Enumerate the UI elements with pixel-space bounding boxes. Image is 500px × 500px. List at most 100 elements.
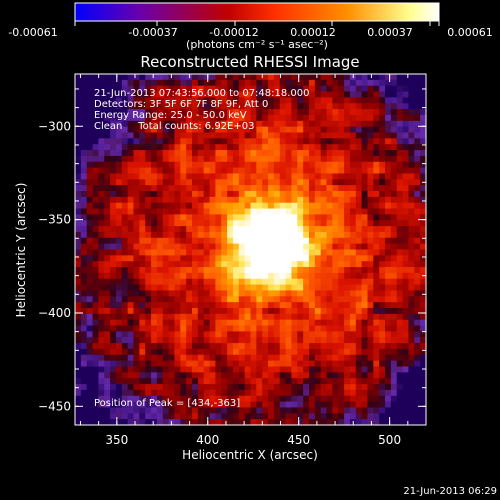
heatmap-cell — [326, 97, 333, 104]
heatmap-cell — [139, 302, 146, 309]
heatmap-cell — [221, 103, 228, 110]
heatmap-cell — [303, 191, 310, 198]
heatmap-cell — [110, 126, 117, 133]
heatmap-cell — [145, 103, 152, 110]
heatmap-cell — [344, 237, 351, 245]
heatmap-cell — [344, 132, 351, 139]
heatmap-cell — [75, 267, 82, 274]
heatmap-cell — [104, 220, 111, 227]
heatmap-cell — [361, 97, 368, 104]
heatmap-cell — [379, 97, 386, 104]
heatmap-cell — [338, 331, 345, 338]
heatmap-cell — [338, 378, 345, 385]
heatmap-cell — [349, 226, 357, 233]
heatmap-cell — [80, 389, 88, 397]
heatmap-cell — [349, 220, 357, 227]
heatmap-cell — [92, 319, 99, 326]
heatmap-cell — [209, 114, 216, 122]
heatmap-cell — [162, 91, 169, 98]
heatmap-cell — [162, 167, 169, 174]
heatmap-cell — [110, 372, 117, 379]
heatmap-cell — [379, 395, 386, 402]
heatmap-cell — [86, 150, 93, 157]
heatmap-cell — [162, 202, 169, 209]
heatmap-cell — [92, 343, 99, 350]
heatmap-cell — [320, 202, 327, 209]
heatmap-cell — [80, 114, 88, 122]
heatmap-cell — [80, 290, 88, 297]
heatmap-cell — [414, 226, 421, 233]
heatmap-cell — [250, 132, 257, 139]
heatmap-cell — [332, 290, 339, 297]
heatmap-cell — [186, 360, 193, 367]
heatmap-cell — [390, 413, 398, 420]
heatmap-cell — [390, 313, 398, 321]
heatmap-cell — [250, 354, 257, 362]
heatmap-cell — [320, 384, 327, 391]
heatmap-cell — [238, 114, 246, 122]
heatmap-cell — [139, 272, 146, 280]
heatmap-cell — [268, 226, 275, 233]
heatmap-cell — [215, 337, 222, 344]
heatmap-cell — [133, 91, 140, 98]
heatmap-cell — [227, 185, 234, 192]
heatmap-cell — [192, 155, 199, 163]
heatmap-cell — [186, 284, 193, 291]
heatmap-cell — [139, 91, 146, 98]
heatmap-cell — [385, 114, 392, 122]
heatmap-cell — [162, 144, 169, 151]
heatmap-cell — [80, 191, 88, 198]
heatmap-cell — [385, 261, 392, 268]
heatmap-cell — [203, 331, 210, 338]
heatmap-cell — [320, 114, 327, 122]
heatmap-cell — [303, 261, 310, 268]
heatmap-cell — [279, 308, 286, 315]
heatmap-cell — [156, 214, 164, 221]
heatmap-cell — [414, 389, 421, 397]
heatmap-cell — [197, 202, 205, 209]
heatmap-cell — [314, 74, 322, 81]
heatmap-cell — [268, 74, 275, 81]
heatmap-cell — [303, 220, 310, 227]
heatmap-cell — [168, 348, 175, 356]
heatmap-cell — [115, 255, 123, 262]
heatmap-cell — [408, 290, 415, 297]
heatmap-cell — [355, 150, 363, 157]
heatmap-cell — [414, 214, 421, 221]
heatmap-cell — [145, 179, 152, 186]
heatmap-cell — [297, 167, 304, 174]
heatmap-cell — [186, 366, 193, 373]
heatmap-cell — [320, 85, 327, 92]
heatmap-cell — [238, 231, 246, 239]
heatmap-cell — [75, 74, 82, 81]
heatmap-cell — [314, 208, 322, 215]
heatmap-cell — [110, 97, 117, 104]
heatmap-cell — [367, 378, 374, 385]
heatmap-cell — [361, 401, 368, 408]
heatmap-cell — [215, 360, 222, 367]
heatmap-cell — [320, 179, 327, 186]
heatmap-cell — [297, 150, 304, 157]
heatmap-cell — [180, 79, 187, 87]
heatmap-cell — [420, 343, 426, 350]
heatmap-cell — [320, 173, 327, 180]
heatmap-cell — [192, 313, 199, 321]
heatmap-cell — [385, 132, 392, 139]
heatmap-cell — [273, 167, 281, 174]
heatmap-cell — [355, 114, 363, 122]
heatmap-cell — [355, 214, 363, 221]
heatmap-cell — [110, 237, 117, 245]
heatmap-cell — [92, 202, 99, 209]
heatmap-cell — [203, 150, 210, 157]
heatmap-cell — [338, 208, 345, 215]
heatmap-cell — [121, 284, 129, 291]
heatmap-cell — [314, 325, 322, 332]
heatmap-cell — [367, 161, 374, 168]
heatmap-cell — [227, 220, 234, 227]
heatmap-cell — [192, 208, 199, 215]
heatmap-cell — [156, 354, 164, 362]
heatmap-cell — [215, 407, 222, 414]
heatmap-cell — [338, 255, 345, 262]
heatmap-cell — [332, 237, 339, 245]
heatmap-cell — [420, 308, 426, 315]
